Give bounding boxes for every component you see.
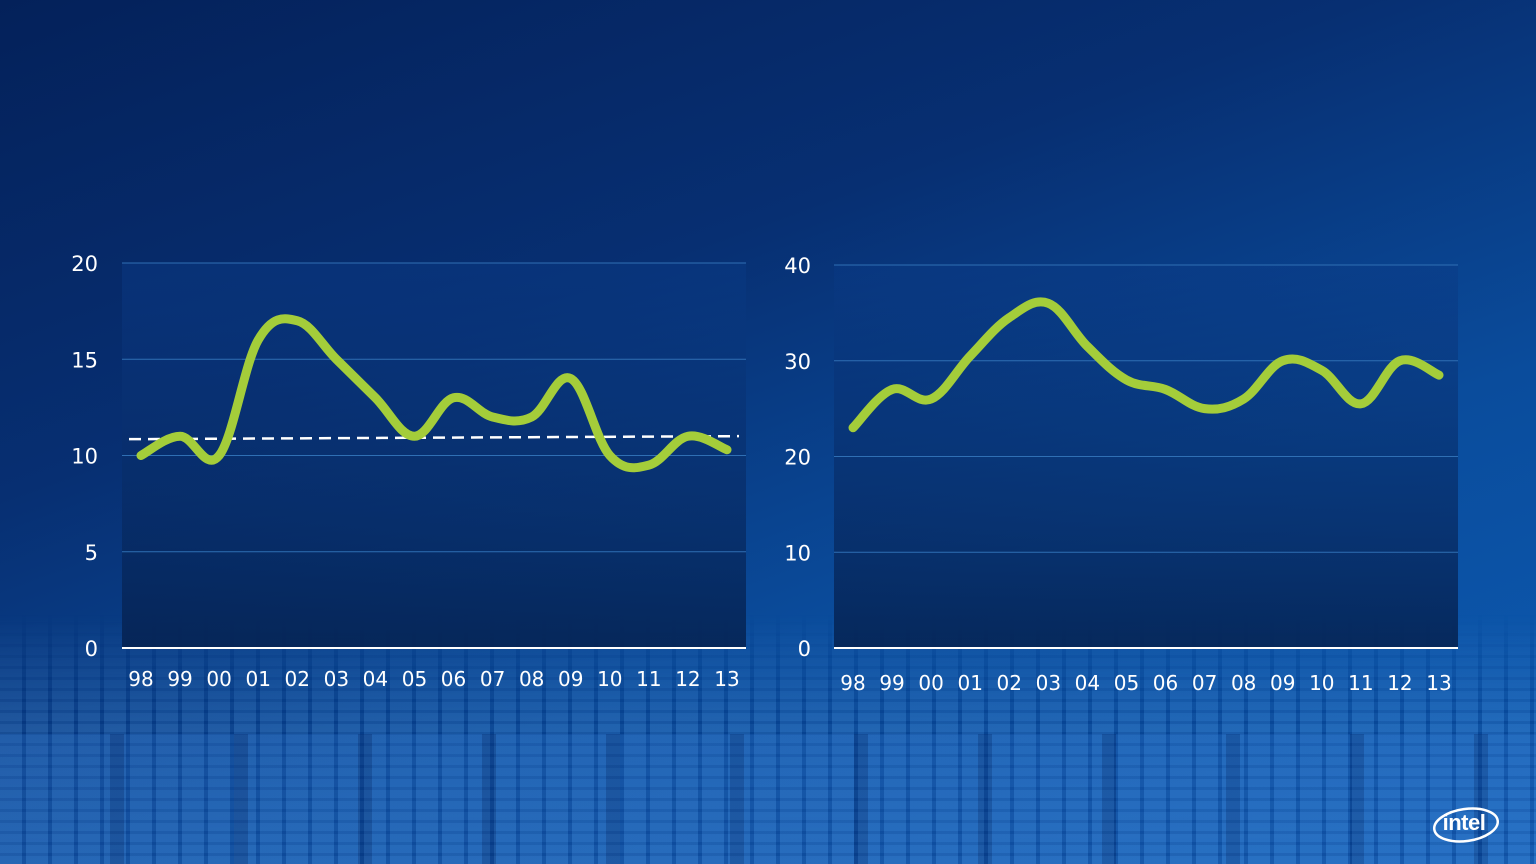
x-tick-label-2: 00 bbox=[918, 671, 943, 695]
logo-swoosh-icon bbox=[1432, 807, 1500, 843]
x-tick-label-1: 00 bbox=[206, 667, 231, 691]
background-chip-pattern bbox=[0, 734, 1536, 864]
y-tick-label-2: 10 bbox=[784, 541, 811, 565]
series-line-2 bbox=[848, 297, 1444, 433]
x-tick-label-2: 09 bbox=[1270, 671, 1295, 695]
y-tick-label-2: 0 bbox=[798, 637, 811, 661]
y-tick-label-2: 20 bbox=[784, 446, 811, 470]
x-tick-label-1: 03 bbox=[324, 667, 349, 691]
x-tick-label-1: 12 bbox=[675, 667, 700, 691]
x-tick-label-2: 06 bbox=[1153, 671, 1178, 695]
y-tick-label-1: 20 bbox=[71, 252, 98, 276]
x-tick-label-1: 08 bbox=[519, 667, 544, 691]
logo-text: intel bbox=[1442, 810, 1486, 835]
x-tick-label-1: 07 bbox=[480, 667, 505, 691]
x-tick-label-2: 98 bbox=[840, 671, 865, 695]
x-tick-label-1: 04 bbox=[363, 667, 388, 691]
x-tick-label-2: 04 bbox=[1075, 671, 1100, 695]
x-tick-label-2: 07 bbox=[1192, 671, 1217, 695]
x-tick-label-1: 10 bbox=[597, 667, 622, 691]
intel-logo: intel bbox=[1432, 804, 1502, 846]
x-tick-label-1: 98 bbox=[128, 667, 153, 691]
y-tick-label-1: 0 bbox=[85, 637, 98, 661]
x-tick-label-1: 05 bbox=[402, 667, 427, 691]
x-tick-label-1: 01 bbox=[245, 667, 270, 691]
background-tiles bbox=[0, 614, 1536, 864]
y-tick-label-1: 5 bbox=[85, 541, 98, 565]
x-tick-label-1: 06 bbox=[441, 667, 466, 691]
y-tick-label-2: 40 bbox=[784, 254, 811, 278]
x-tick-label-1: 99 bbox=[167, 667, 192, 691]
x-tick-label-2: 01 bbox=[957, 671, 982, 695]
x-tick-label-2: 05 bbox=[1114, 671, 1139, 695]
x-tick-label-1: 02 bbox=[285, 667, 310, 691]
x-tick-label-1: 09 bbox=[558, 667, 583, 691]
x-tick-label-2: 03 bbox=[1036, 671, 1061, 695]
x-tick-label-2: 12 bbox=[1387, 671, 1412, 695]
x-tick-label-2: 11 bbox=[1348, 671, 1373, 695]
x-tick-label-1: 13 bbox=[714, 667, 739, 691]
x-tick-label-2: 13 bbox=[1426, 671, 1451, 695]
y-tick-label-1: 10 bbox=[71, 445, 98, 469]
y-tick-label-1: 15 bbox=[71, 348, 98, 372]
x-tick-label-2: 02 bbox=[997, 671, 1022, 695]
series-line-1 bbox=[136, 314, 732, 473]
x-tick-label-2: 08 bbox=[1231, 671, 1256, 695]
x-tick-label-2: 10 bbox=[1309, 671, 1334, 695]
x-tick-label-1: 11 bbox=[636, 667, 661, 691]
x-tick-label-2: 99 bbox=[879, 671, 904, 695]
y-tick-label-2: 30 bbox=[784, 350, 811, 374]
